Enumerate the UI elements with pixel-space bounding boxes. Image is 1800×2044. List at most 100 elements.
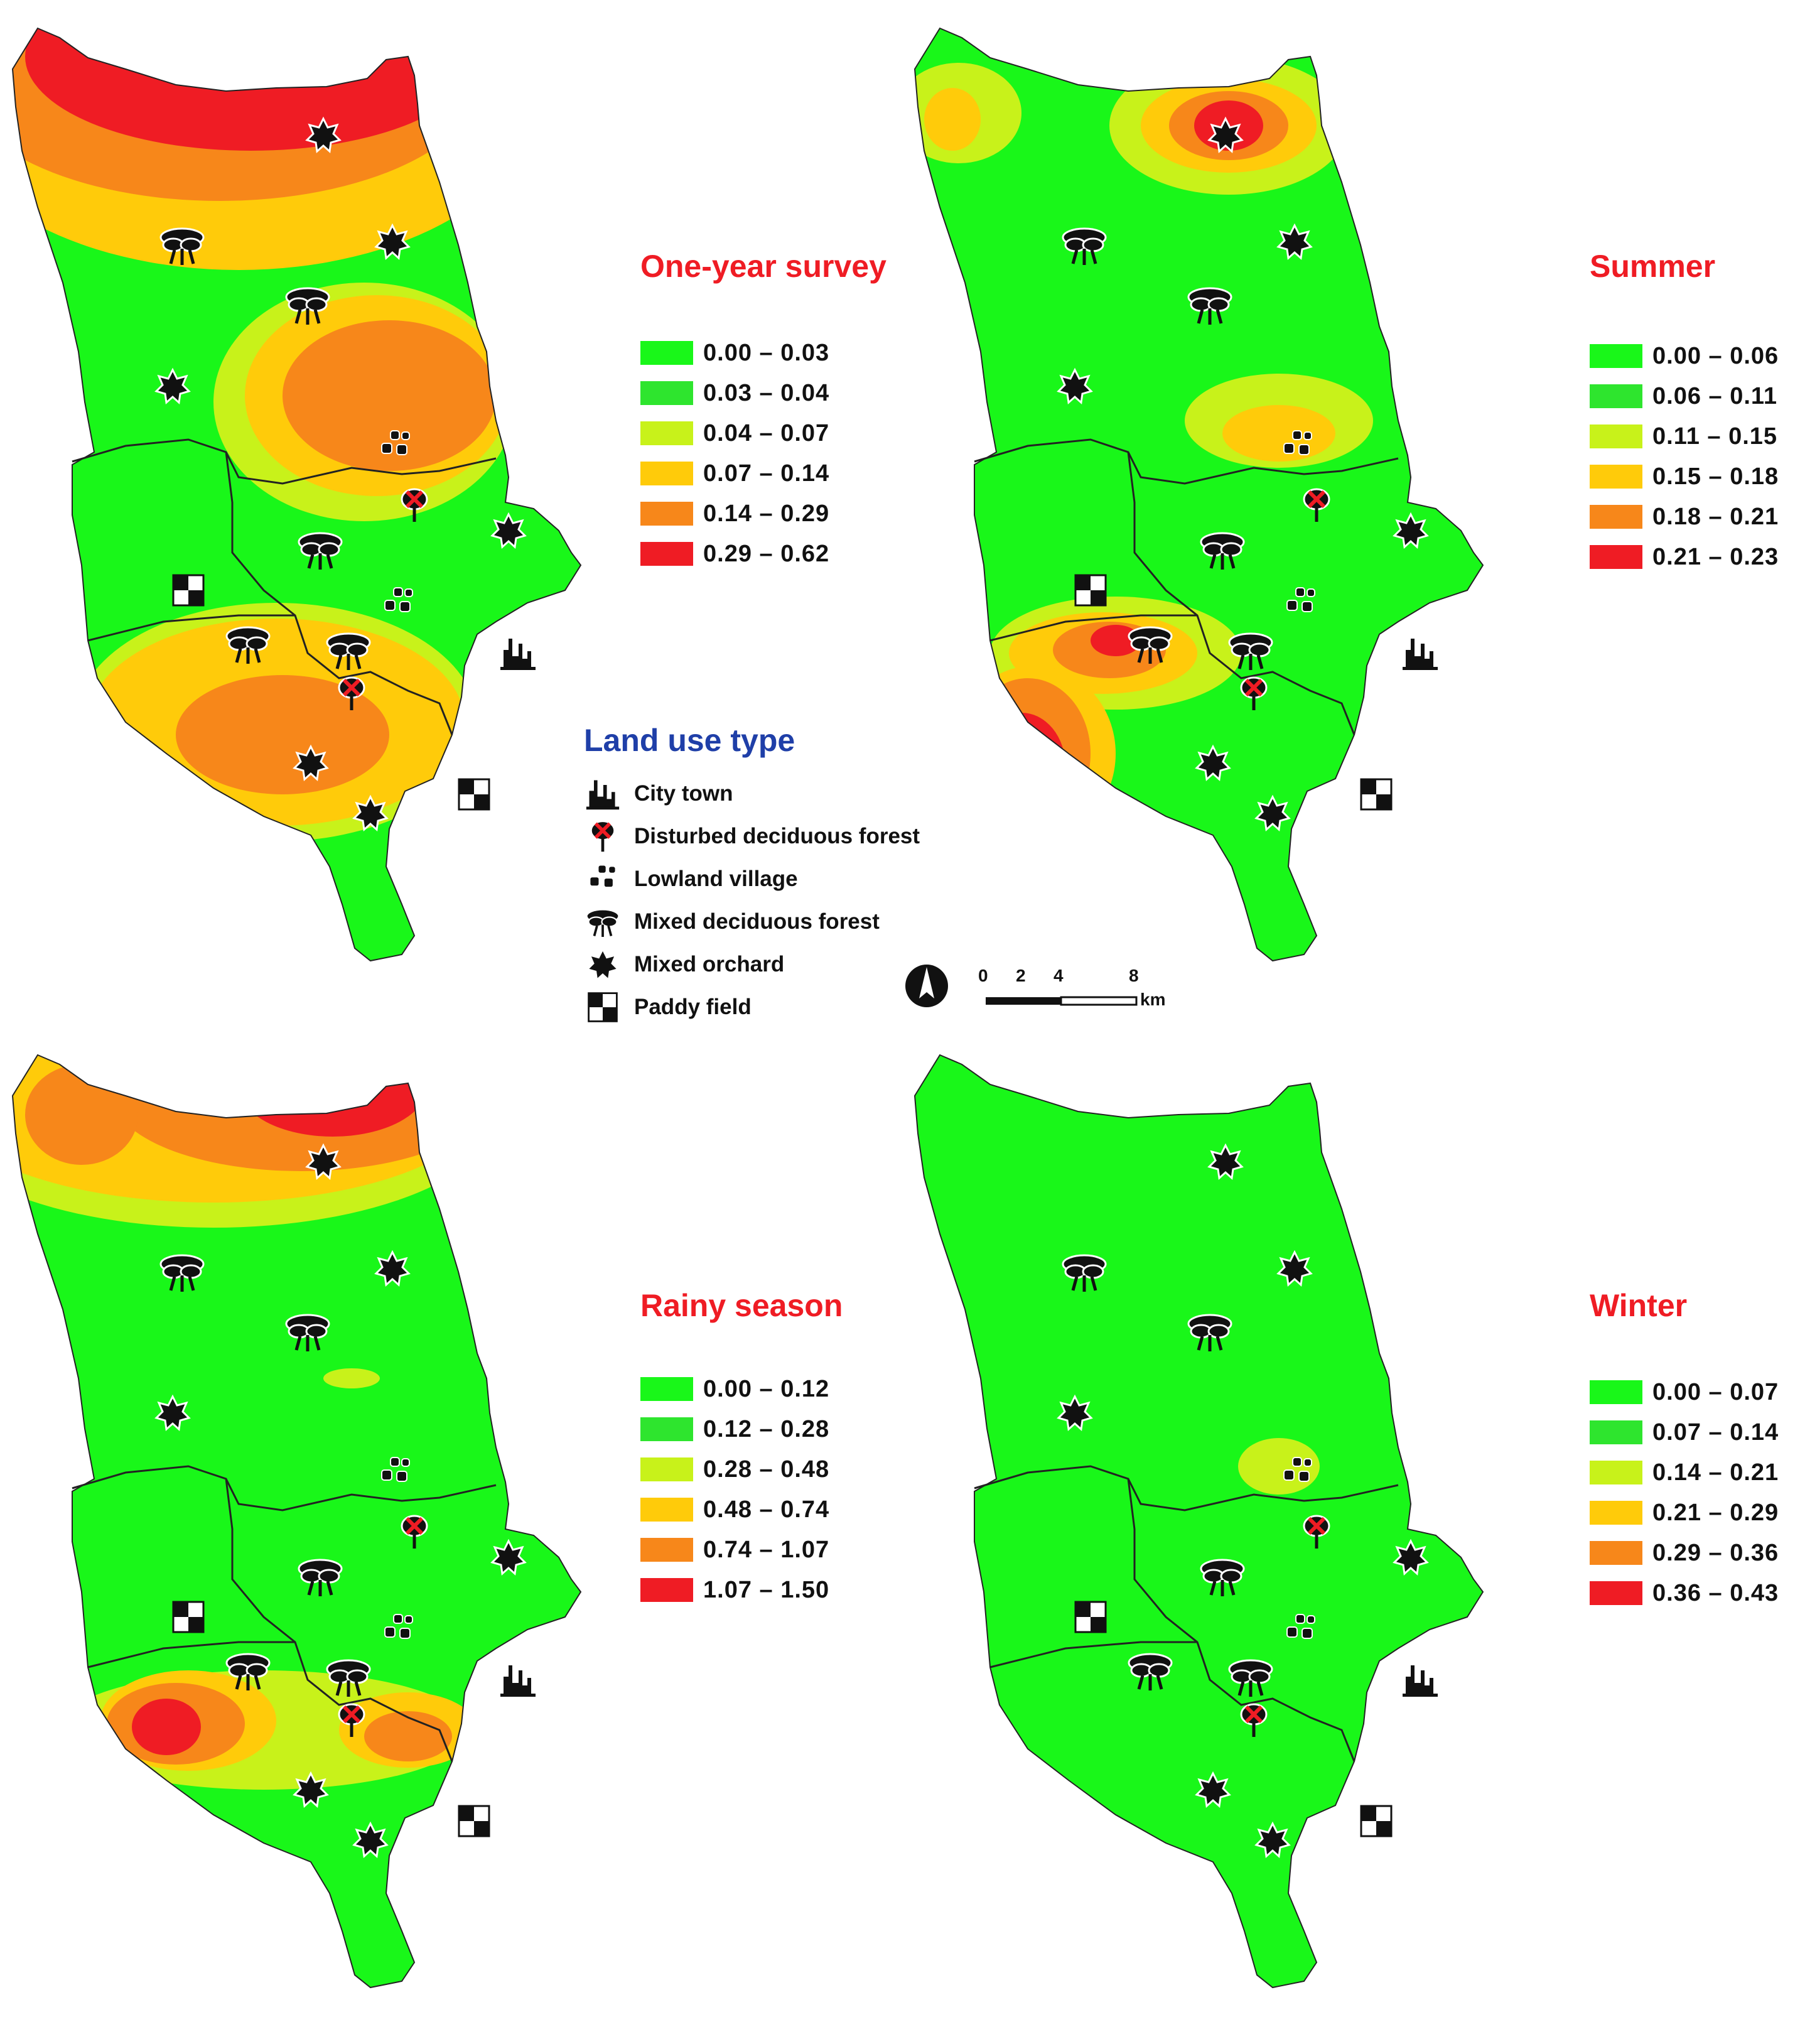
legend-swatch: [1590, 1581, 1642, 1605]
city-town-icon: [1402, 1664, 1438, 1697]
legend-item: 0.28 – 0.48: [640, 1449, 829, 1490]
contour-map-winter: [914, 1054, 1484, 1988]
legend-range: 0.15 – 0.18: [1652, 463, 1779, 490]
legend-item: 0.04 – 0.07: [640, 413, 829, 453]
legend-item: 0.00 – 0.03: [640, 333, 829, 373]
legend-item: 0.29 – 0.36: [1590, 1533, 1779, 1573]
legend-range: 0.48 – 0.74: [703, 1496, 830, 1523]
legend-range: 0.14 – 0.21: [1652, 1459, 1779, 1486]
disturbed-forest-icon: [585, 819, 620, 854]
map-title: Summer: [1590, 249, 1716, 284]
legend-swatch: [1590, 1461, 1642, 1484]
legend-item: 0.06 – 0.11: [1590, 376, 1779, 416]
legend-range: 0.12 – 0.28: [703, 1415, 830, 1442]
legend-swatch: [640, 502, 693, 526]
legend-swatch: [640, 1417, 693, 1441]
legend-item: 0.48 – 0.74: [640, 1490, 829, 1530]
legend: 0.00 – 0.07 0.07 – 0.14 0.14 – 0.21 0.21…: [1590, 1372, 1779, 1613]
city-town-icon: [500, 637, 536, 671]
lowland-village-icon: [589, 864, 617, 888]
legend-item: 0.00 – 0.07: [1590, 1372, 1779, 1412]
legend-range: 0.21 – 0.23: [1652, 543, 1779, 570]
legend-range: 0.07 – 0.14: [1652, 1419, 1779, 1446]
legend-item: 0.18 – 0.21: [1590, 497, 1779, 537]
mixed-orchard-icon: [586, 948, 619, 981]
land-use-item: City town: [584, 772, 920, 815]
scale-tick: 8: [1129, 966, 1139, 985]
paddy-field-icon: [172, 1601, 205, 1633]
land-use-label: City town: [634, 781, 733, 806]
legend-item: 0.21 – 0.23: [1590, 537, 1779, 577]
legend-item: 0.12 – 0.28: [640, 1409, 829, 1449]
scale-tick: 2: [1016, 966, 1026, 985]
paddy-field-icon: [1074, 574, 1107, 607]
legend-range: 1.07 – 1.50: [703, 1576, 830, 1603]
map-panel-rainy-season: Rainy season 0.00 – 0.12 0.12 – 0.28 0.2…: [0, 1027, 898, 2044]
legend-swatch: [1590, 505, 1642, 529]
map-title: Winter: [1590, 1288, 1688, 1323]
legend: 0.00 – 0.06 0.06 – 0.11 0.11 – 0.15 0.15…: [1590, 336, 1779, 577]
land-use-label: Mixed orchard: [634, 952, 785, 976]
legend-swatch: [1590, 1541, 1642, 1565]
legend-range: 0.21 – 0.29: [1652, 1499, 1779, 1526]
land-use-label: Mixed deciduous forest: [634, 909, 880, 934]
legend-item: 0.14 – 0.29: [640, 494, 829, 534]
land-use-item: Mixed orchard: [584, 943, 920, 986]
legend-swatch: [640, 542, 693, 566]
legend-item: 0.00 – 0.12: [640, 1369, 829, 1409]
scale-tick: 4: [1054, 966, 1064, 985]
land-use-item: Paddy field: [584, 986, 920, 1029]
legend-item: 0.15 – 0.18: [1590, 457, 1779, 497]
legend-swatch: [640, 381, 693, 405]
legend-range: 0.03 – 0.04: [703, 379, 830, 406]
land-use-item: Lowland village: [584, 858, 920, 900]
legend-item: 0.14 – 0.21: [1590, 1452, 1779, 1493]
legend-range: 0.04 – 0.07: [703, 419, 830, 446]
legend-range: 0.00 – 0.06: [1652, 342, 1779, 369]
city-town-icon: [500, 1664, 536, 1697]
legend-range: 0.07 – 0.14: [703, 460, 830, 487]
legend-swatch: [1590, 465, 1642, 489]
mixed-forest-icon: [585, 908, 620, 938]
legend-item: 0.11 – 0.15: [1590, 416, 1779, 457]
legend-swatch: [640, 1578, 693, 1602]
map-title: One-year survey: [640, 249, 887, 284]
contour-map-rainy-season: [12, 1054, 581, 1988]
legend-swatch: [1590, 1420, 1642, 1444]
legend-range: 0.18 – 0.21: [1652, 503, 1779, 530]
paddy-field-icon: [458, 778, 490, 811]
contour-map-one-year: [12, 28, 581, 961]
land-use-label: Paddy field: [634, 995, 752, 1019]
legend-item: 0.36 – 0.43: [1590, 1573, 1779, 1613]
legend-item: 0.07 – 0.14: [1590, 1412, 1779, 1452]
north-arrow-icon: [905, 965, 948, 1007]
paddy-field-icon: [172, 574, 205, 607]
legend-swatch: [1590, 344, 1642, 368]
legend-range: 0.28 – 0.48: [703, 1456, 830, 1483]
legend-range: 0.00 – 0.03: [703, 339, 830, 366]
scale-tick: 0: [978, 966, 988, 985]
legend-swatch: [640, 462, 693, 485]
legend: 0.00 – 0.12 0.12 – 0.28 0.28 – 0.48 0.48…: [640, 1369, 829, 1610]
legend-range: 0.06 – 0.11: [1652, 382, 1778, 409]
paddy-field-icon: [588, 992, 618, 1022]
legend-swatch: [640, 1377, 693, 1401]
land-use-legend: Land use type City town Disturbed decidu…: [584, 722, 920, 1029]
legend-range: 0.36 – 0.43: [1652, 1579, 1779, 1606]
legend-swatch: [640, 1498, 693, 1522]
legend-item: 0.21 – 0.29: [1590, 1493, 1779, 1533]
legend-swatch: [640, 1457, 693, 1481]
scale-unit: km: [1140, 990, 1166, 1009]
legend-swatch: [640, 421, 693, 445]
legend: 0.00 – 0.03 0.03 – 0.04 0.04 – 0.07 0.07…: [640, 333, 829, 574]
paddy-field-icon: [1360, 1805, 1393, 1837]
legend-range: 0.00 – 0.12: [703, 1375, 830, 1402]
legend-swatch: [1590, 384, 1642, 408]
land-use-item: Disturbed deciduous forest: [584, 815, 920, 858]
legend-item: 0.00 – 0.06: [1590, 336, 1779, 376]
paddy-field-icon: [1360, 778, 1393, 811]
legend-item: 0.03 – 0.04: [640, 373, 829, 413]
legend-item: 1.07 – 1.50: [640, 1570, 829, 1610]
land-use-label: Lowland village: [634, 867, 798, 891]
map-panel-one-year: One-year survey 0.00 – 0.03 0.03 – 0.04 …: [0, 0, 898, 1017]
